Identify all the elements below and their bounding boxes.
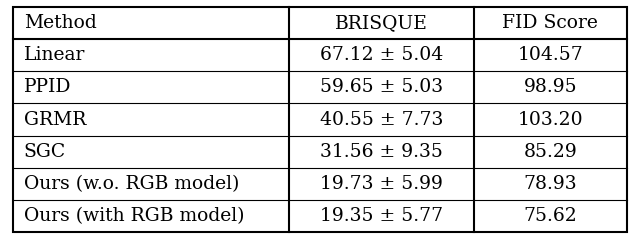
Text: 31.56 ± 9.35: 31.56 ± 9.35 (320, 143, 443, 161)
Text: 85.29: 85.29 (524, 143, 577, 161)
Text: 19.35 ± 5.77: 19.35 ± 5.77 (320, 207, 443, 225)
Text: 59.65 ± 5.03: 59.65 ± 5.03 (320, 78, 443, 96)
Text: 104.57: 104.57 (518, 46, 583, 64)
Text: 98.95: 98.95 (524, 78, 577, 96)
Text: 103.20: 103.20 (518, 110, 583, 129)
Text: BRISQUE: BRISQUE (335, 14, 428, 32)
Text: FID Score: FID Score (502, 14, 598, 32)
Text: Linear: Linear (24, 46, 85, 64)
Text: Ours (w.o. RGB model): Ours (w.o. RGB model) (24, 175, 239, 193)
Text: 40.55 ± 7.73: 40.55 ± 7.73 (320, 110, 443, 129)
Text: Method: Method (24, 14, 97, 32)
Text: SGC: SGC (24, 143, 66, 161)
Text: 67.12 ± 5.04: 67.12 ± 5.04 (320, 46, 443, 64)
Text: 75.62: 75.62 (524, 207, 577, 225)
Text: 78.93: 78.93 (524, 175, 577, 193)
Text: PPID: PPID (24, 78, 71, 96)
Text: 19.73 ± 5.99: 19.73 ± 5.99 (320, 175, 443, 193)
Text: GRMR: GRMR (24, 110, 86, 129)
Text: Ours (with RGB model): Ours (with RGB model) (24, 207, 244, 225)
